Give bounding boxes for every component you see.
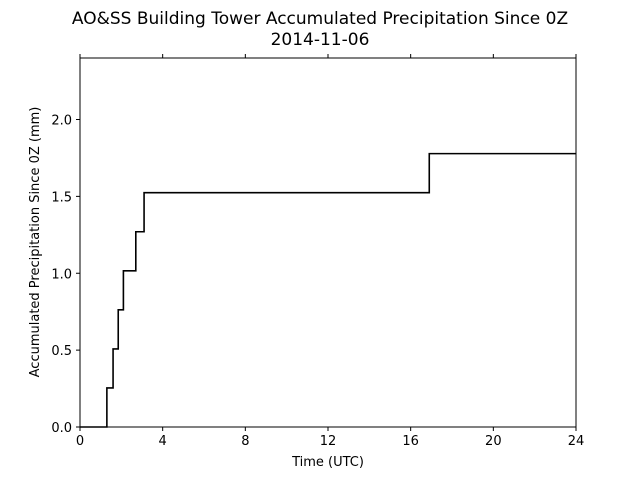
y-axis-label: Accumulated Precipitation Since 0Z (mm) [28, 107, 43, 378]
y-tick-label: 1.5 [51, 190, 72, 205]
y-tick-label: 0.0 [51, 421, 72, 436]
precipitation-series-line [80, 152, 576, 428]
y-tick-label: 1.0 [51, 267, 72, 282]
plot-frame [79, 57, 577, 428]
x-axis-label: Time (UTC) [291, 455, 364, 470]
x-tick-label: 24 [568, 434, 585, 449]
y-tick-label: 0.5 [51, 344, 72, 359]
x-tick-label: 12 [320, 434, 337, 449]
x-tick-label: 4 [159, 434, 167, 449]
series-layer [80, 152, 576, 428]
x-tick-label: 16 [402, 434, 419, 449]
ticks: 0 4 8 12 16 20 24 0.0 0.5 1.0 1.5 2.0 [51, 54, 584, 449]
x-tick-label: 0 [76, 434, 84, 449]
y-tick-label: 2.0 [51, 114, 72, 129]
chart-title: AO&SS Building Tower Accumulated Precipi… [72, 9, 568, 29]
x-tick-label: 20 [485, 434, 502, 449]
chart-subtitle: 2014-11-06 [271, 30, 370, 50]
x-tick-label: 8 [241, 434, 249, 449]
